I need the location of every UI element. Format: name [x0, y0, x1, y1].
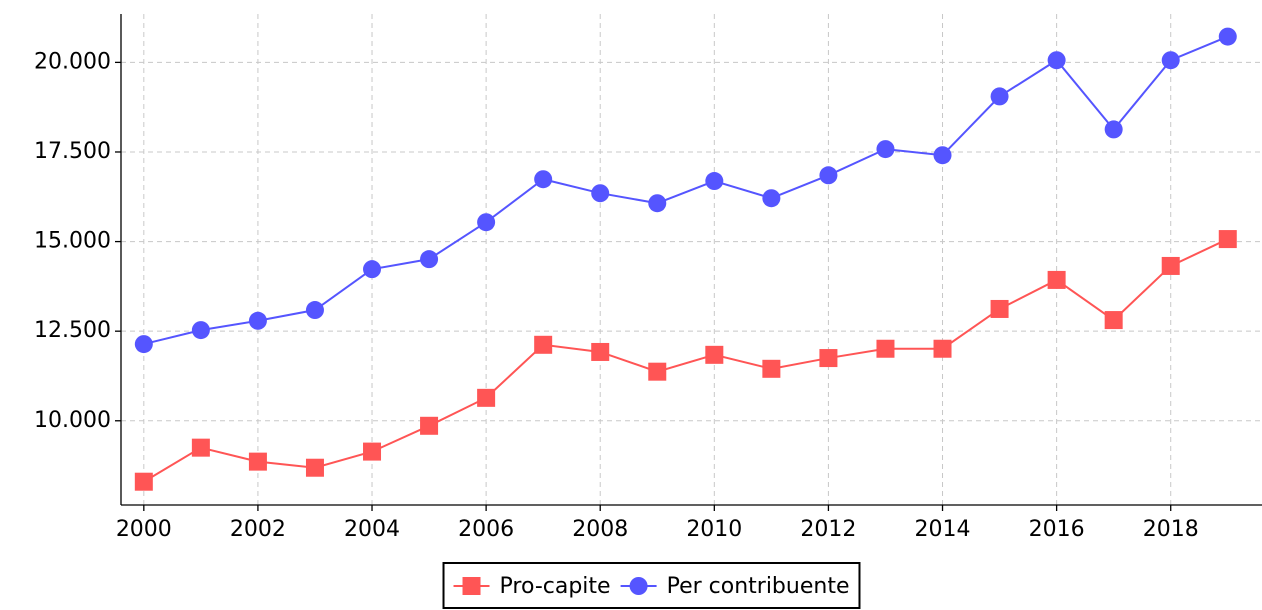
x-tick-label: 2016	[1029, 517, 1085, 542]
x-tick-label: 2008	[572, 517, 628, 542]
marker	[1104, 311, 1123, 330]
marker	[933, 339, 952, 358]
marker	[534, 170, 553, 189]
x-tick-label: 2014	[915, 517, 971, 542]
marker	[819, 166, 838, 185]
marker	[134, 472, 153, 491]
marker	[705, 345, 724, 364]
y-tick-label: 17.500	[34, 139, 111, 164]
y-tick-label: 15.000	[34, 229, 111, 254]
series-line	[143, 238, 1229, 483]
marker	[762, 359, 781, 378]
marker	[134, 335, 153, 354]
marker	[363, 260, 382, 279]
marker	[990, 299, 1009, 318]
marker	[305, 458, 324, 477]
marker	[762, 189, 781, 208]
marker	[648, 194, 667, 213]
x-tick-label: 2018	[1143, 517, 1199, 542]
marker	[420, 250, 439, 269]
y-tick-label: 20.000	[34, 49, 111, 74]
legend-item: Pro-capite	[453, 574, 611, 599]
marker	[305, 301, 324, 320]
marker	[591, 184, 610, 203]
marker	[1104, 120, 1123, 139]
legend-label: Per contribuente	[667, 574, 850, 599]
x-tick-label: 2002	[230, 517, 286, 542]
marker	[1161, 51, 1180, 70]
marker	[591, 342, 610, 361]
legend-item: Per contribuente	[620, 574, 850, 599]
marker	[1161, 256, 1180, 275]
marker	[191, 321, 210, 340]
marker	[477, 213, 496, 232]
marker	[648, 362, 667, 381]
marker	[534, 335, 553, 354]
marker	[420, 416, 439, 435]
marker	[1218, 230, 1237, 249]
marker	[1047, 51, 1066, 70]
x-tick-label: 2012	[800, 517, 856, 542]
marker	[363, 442, 382, 461]
marker	[876, 339, 895, 358]
marker	[876, 140, 895, 159]
marker	[819, 349, 838, 368]
marker	[248, 311, 267, 330]
y-tick-label: 12.500	[34, 318, 111, 343]
y-tick-label: 10.000	[34, 408, 111, 433]
x-tick-label: 2000	[116, 517, 172, 542]
legend: Pro-capite Per contribuente	[442, 562, 861, 609]
marker	[1047, 270, 1066, 289]
x-tick-label: 2004	[344, 517, 400, 542]
marker	[477, 388, 496, 407]
legend-label: Pro-capite	[500, 574, 611, 599]
x-tick-label: 2006	[458, 517, 514, 542]
x-tick-label: 2010	[686, 517, 742, 542]
marker	[933, 146, 952, 165]
marker	[248, 452, 267, 471]
marker	[191, 438, 210, 457]
series-line	[143, 35, 1229, 346]
marker	[705, 172, 724, 191]
marker	[1218, 27, 1237, 46]
marker	[462, 577, 481, 595]
marker	[990, 87, 1009, 106]
marker	[629, 577, 648, 595]
